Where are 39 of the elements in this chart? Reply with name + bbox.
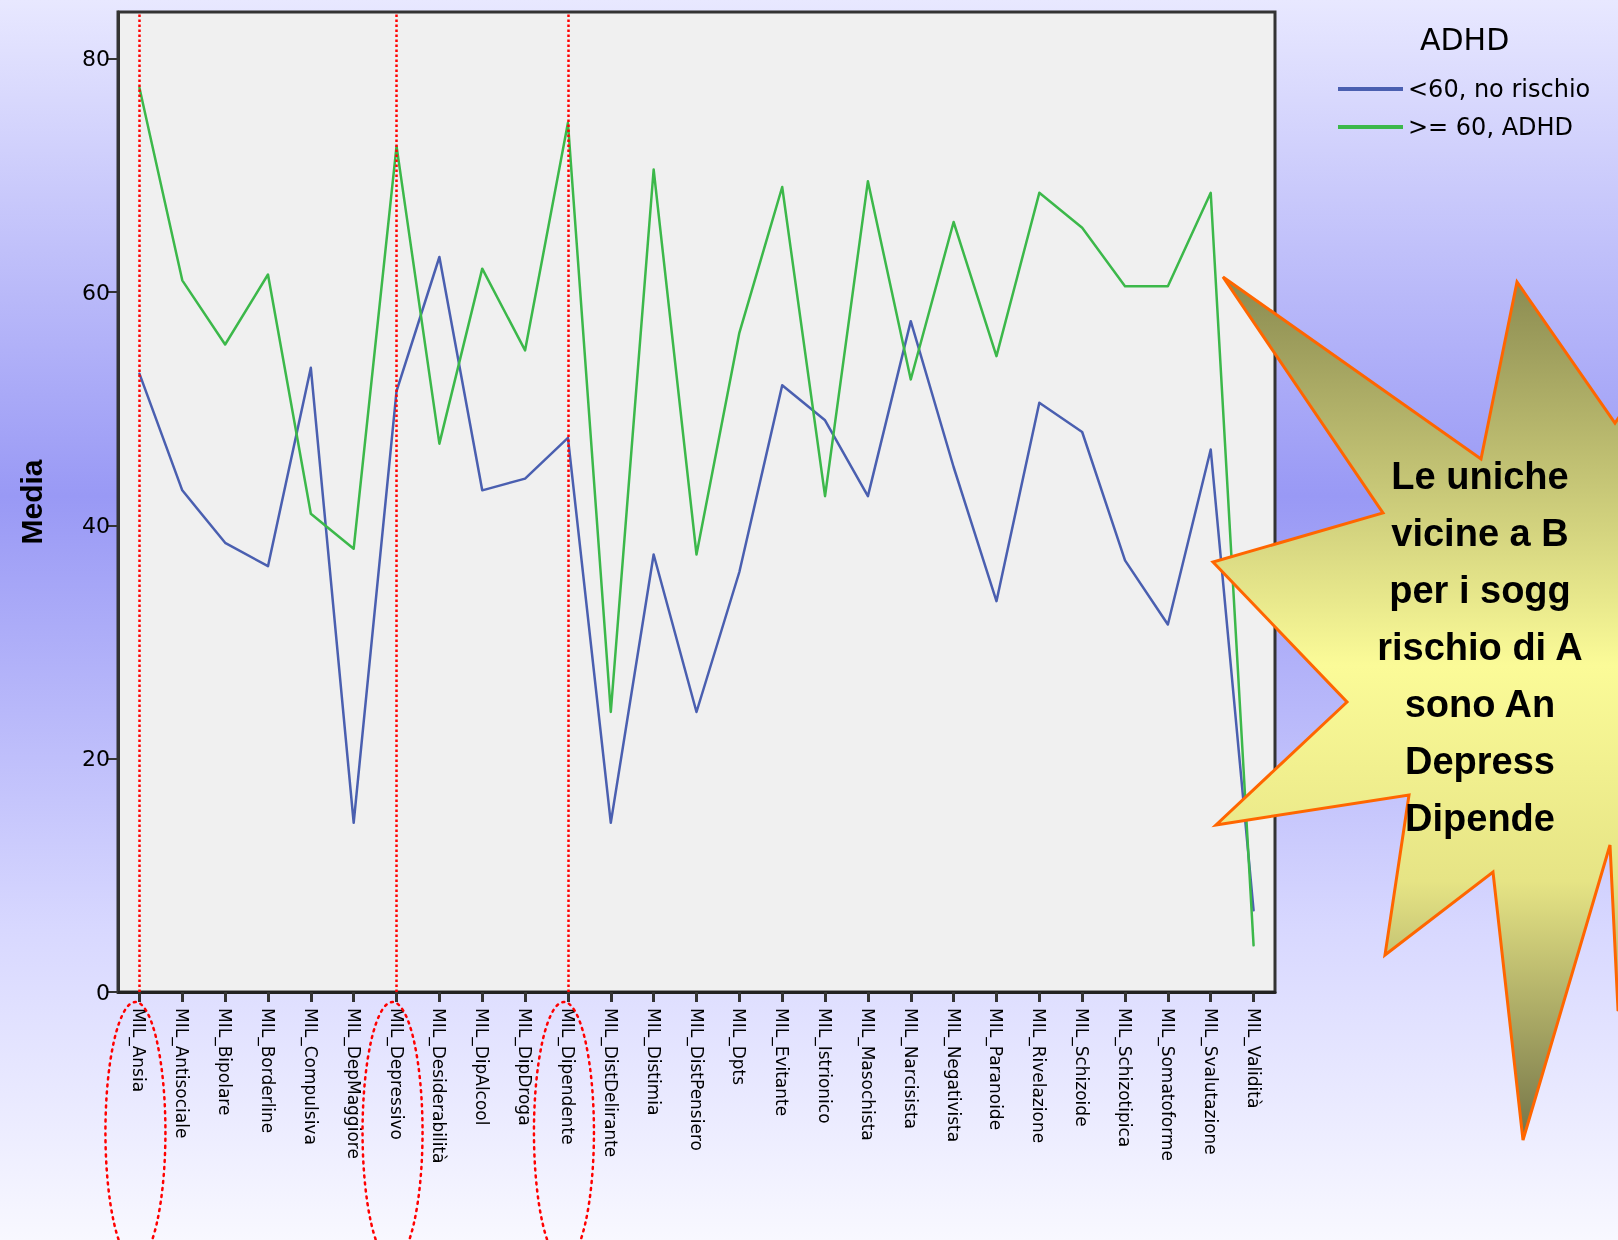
x-tick-label: MIL_Somatoforme xyxy=(1156,1008,1178,1161)
x-tick-label: MIL_Compulsiva xyxy=(299,1008,321,1145)
text: Le uniche vicine a B per i sogg rischio di A sono An Depress Dipende xyxy=(1376,454,1584,841)
x-tick-label: MIL_DepMaggiore xyxy=(342,1008,364,1159)
x-tick-label: MIL_DistDelirante xyxy=(599,1008,621,1158)
x-tick-label: MIL_DistPensiero xyxy=(685,1008,707,1151)
y-tick-label: 60 xyxy=(82,279,110,305)
x-tick-label: MIL_Svalutazione xyxy=(1199,1008,1221,1155)
y-tick-label: 40 xyxy=(82,512,110,538)
legend-label: <60, no rischio xyxy=(1408,75,1591,103)
x-tick-label: MIL_DipDroga xyxy=(514,1008,536,1126)
x-tick-label: MIL_Ansia xyxy=(128,1008,150,1093)
x-tick-label: MIL_Schizotipica xyxy=(1114,1008,1136,1148)
x-tick-label: MIL_Validità xyxy=(1242,1008,1264,1109)
x-tick-label: MIL_Borderline xyxy=(256,1008,278,1134)
x-tick-label: MIL_Distimia xyxy=(642,1008,664,1116)
x-tick-label: MIL_DipAlcool xyxy=(471,1008,493,1126)
x-tick-label: MIL_Bipolare xyxy=(214,1008,236,1116)
x-tick-label: MIL_Rivelazione xyxy=(1028,1008,1050,1144)
x-tick-label: MIL_Dipendente xyxy=(556,1008,578,1145)
x-tick-label: MIL_Schizoide xyxy=(1071,1008,1093,1127)
y-tick-label: 0 xyxy=(96,979,110,1005)
x-tick-label: MIL_Narcisista xyxy=(899,1008,921,1129)
x-tick-label: MIL_Evitante xyxy=(771,1008,793,1117)
legend-label: >= 60, ADHD xyxy=(1408,113,1574,141)
x-tick-label: MIL_Masochista xyxy=(856,1008,878,1141)
legend-title: ADHD xyxy=(1420,21,1510,57)
x-tick-label: MIL_Istrionico xyxy=(814,1008,836,1124)
line-series xyxy=(138,255,1255,912)
line-series xyxy=(138,86,1255,947)
x-tick-label: MIL_Dpts xyxy=(728,1008,750,1086)
x-tick-label: MIL_Negativista xyxy=(942,1008,964,1143)
y-axis-title: Media xyxy=(14,459,48,545)
y-tick-label: 20 xyxy=(82,746,110,772)
x-tick-label: MIL_Paranoide xyxy=(985,1008,1007,1131)
y-tick-label: 80 xyxy=(82,46,110,72)
x-tick-label: MIL_Desiderabilità xyxy=(428,1008,450,1164)
x-tick-label: MIL_Depressivo xyxy=(385,1008,407,1140)
x-tick-label: MIL_Antisociale xyxy=(171,1008,193,1139)
